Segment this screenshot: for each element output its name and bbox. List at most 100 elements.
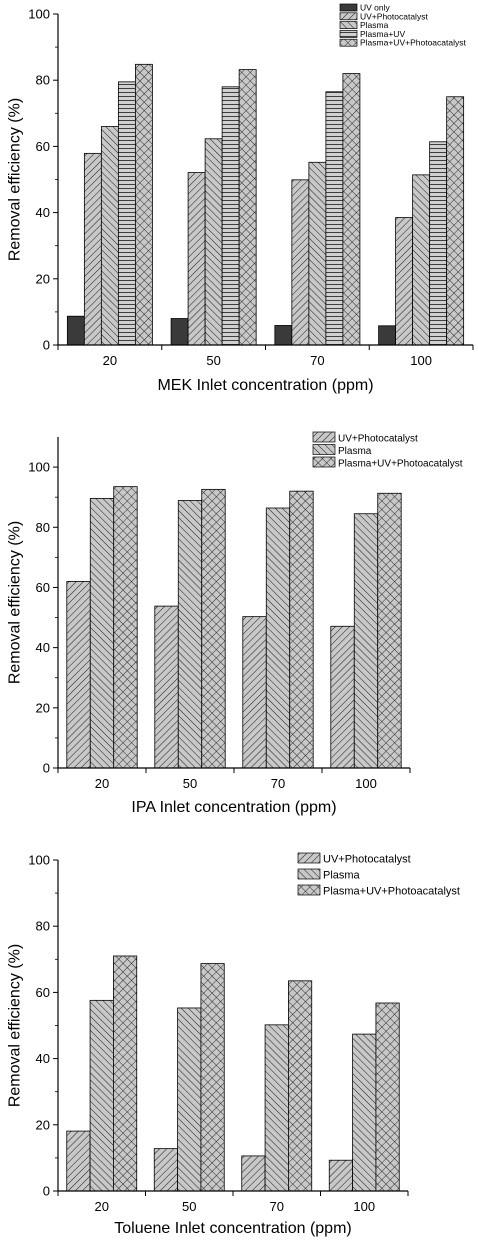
bar [328, 1159, 353, 1192]
bar [153, 1148, 178, 1192]
legend-swatch [312, 444, 336, 455]
legend: UV+Photocatalyst Plasma Plasma+UV+Photoaca… [297, 852, 460, 898]
y-tick-label: 40 [36, 640, 50, 655]
legend-label: Plasma+UV+Photoacatalyst [360, 38, 466, 48]
legend-swatch [312, 456, 336, 468]
legend-label: Plasma+UV [360, 29, 405, 39]
bar [289, 490, 314, 769]
legend-label: UV only [360, 3, 391, 13]
bar [308, 161, 327, 346]
x-axis-label: IPA Inlet concentration (ppm) [131, 799, 336, 816]
legend-swatch [312, 431, 336, 443]
bar [117, 81, 136, 346]
bar [378, 325, 396, 346]
x-tick-label: 70 [310, 353, 324, 368]
bar [265, 507, 291, 769]
legend-label: UV+Photocatalyst [360, 11, 428, 21]
y-tick-label: 0 [43, 1184, 50, 1199]
legend-label: Plasma [323, 870, 361, 882]
bar [412, 174, 431, 346]
bar [83, 152, 102, 346]
y-tick-label: 0 [43, 761, 50, 776]
bar [353, 513, 379, 769]
bar [325, 91, 344, 346]
bar [113, 955, 138, 1192]
y-tick-label: 0 [43, 338, 50, 353]
y-axis-label: Removal efficiency (%) [7, 944, 24, 1107]
x-tick-label: 50 [206, 353, 220, 368]
bar [187, 172, 206, 346]
y-tick-label: 20 [36, 1117, 50, 1132]
y-tick-label: 100 [28, 460, 50, 475]
bar [204, 138, 223, 346]
y-tick-label: 80 [36, 919, 50, 934]
bar [201, 488, 226, 769]
legend-swatch [297, 868, 321, 880]
bar [242, 616, 267, 769]
y-tick-label: 60 [36, 139, 50, 154]
bar [134, 63, 153, 346]
bar [66, 315, 85, 346]
y-tick-label: 20 [36, 700, 50, 715]
legend-label: Plasma+UV+Photoacatalyst [338, 459, 463, 470]
y-tick-label: 80 [36, 520, 50, 535]
y-tick-label: 40 [36, 1051, 50, 1066]
bar [66, 581, 91, 769]
bar [200, 963, 225, 1192]
bar [377, 492, 402, 769]
bar [264, 1024, 289, 1192]
legend-swatch [339, 30, 358, 38]
legend-label: Plasma+UV+Photoacatalyst [323, 886, 460, 898]
bar [89, 999, 114, 1192]
bar [241, 1155, 266, 1192]
bar [154, 605, 179, 769]
legend-swatch [339, 3, 358, 12]
x-tick-label: 50 [183, 776, 197, 791]
y-axis-label: Removal efficiency (%) [7, 521, 24, 684]
y-tick-label: 100 [28, 853, 50, 868]
bar [170, 318, 189, 346]
y-tick-label: 40 [36, 205, 50, 220]
x-axis-label: MEK Inlet concentration (ppm) [157, 377, 373, 394]
bar [113, 486, 138, 769]
bar [100, 126, 119, 346]
legend-label: UV+Photocatalyst [338, 434, 418, 445]
bar [446, 96, 465, 346]
x-tick-label: 100 [410, 353, 432, 368]
x-tick-label: 100 [355, 776, 377, 791]
bar [352, 1033, 377, 1192]
x-tick-label: 100 [353, 1199, 375, 1214]
bar [177, 1007, 202, 1192]
chart-panel-1: 0 20 40 60 80 100 20 50 70 100 MEK Inlet concentra… [7, 3, 474, 394]
legend: UV onlyUV+PhotocatalystPlasmaPlasma+UVPl… [339, 3, 466, 48]
x-tick-label: 20 [95, 776, 109, 791]
bar [274, 325, 293, 346]
y-tick-label: 80 [36, 73, 50, 88]
legend-label: UV+Photocatalyst [323, 854, 411, 866]
legend-swatch [339, 38, 358, 47]
bar [66, 1130, 91, 1192]
x-tick-label: 70 [271, 776, 285, 791]
bar [221, 86, 240, 346]
legend-label: Plasma [360, 20, 389, 30]
bar [342, 73, 361, 346]
y-axis-label: Removal efficiency (%) [7, 98, 24, 261]
bar [375, 1002, 400, 1192]
y-tick-label: 20 [36, 271, 50, 286]
bar [330, 625, 355, 769]
legend-swatch [297, 884, 321, 896]
y-tick-label: 60 [36, 985, 50, 1000]
y-tick-label: 60 [36, 580, 50, 595]
legend-swatch [339, 21, 358, 29]
x-axis-label: Toluene Inlet concentration (ppm) [114, 1220, 351, 1237]
legend-swatch [339, 12, 358, 21]
bar [288, 980, 313, 1192]
bar [89, 497, 115, 769]
legend-label: Plasma [338, 446, 372, 457]
bar [395, 217, 414, 346]
x-tick-label: 50 [182, 1199, 196, 1214]
